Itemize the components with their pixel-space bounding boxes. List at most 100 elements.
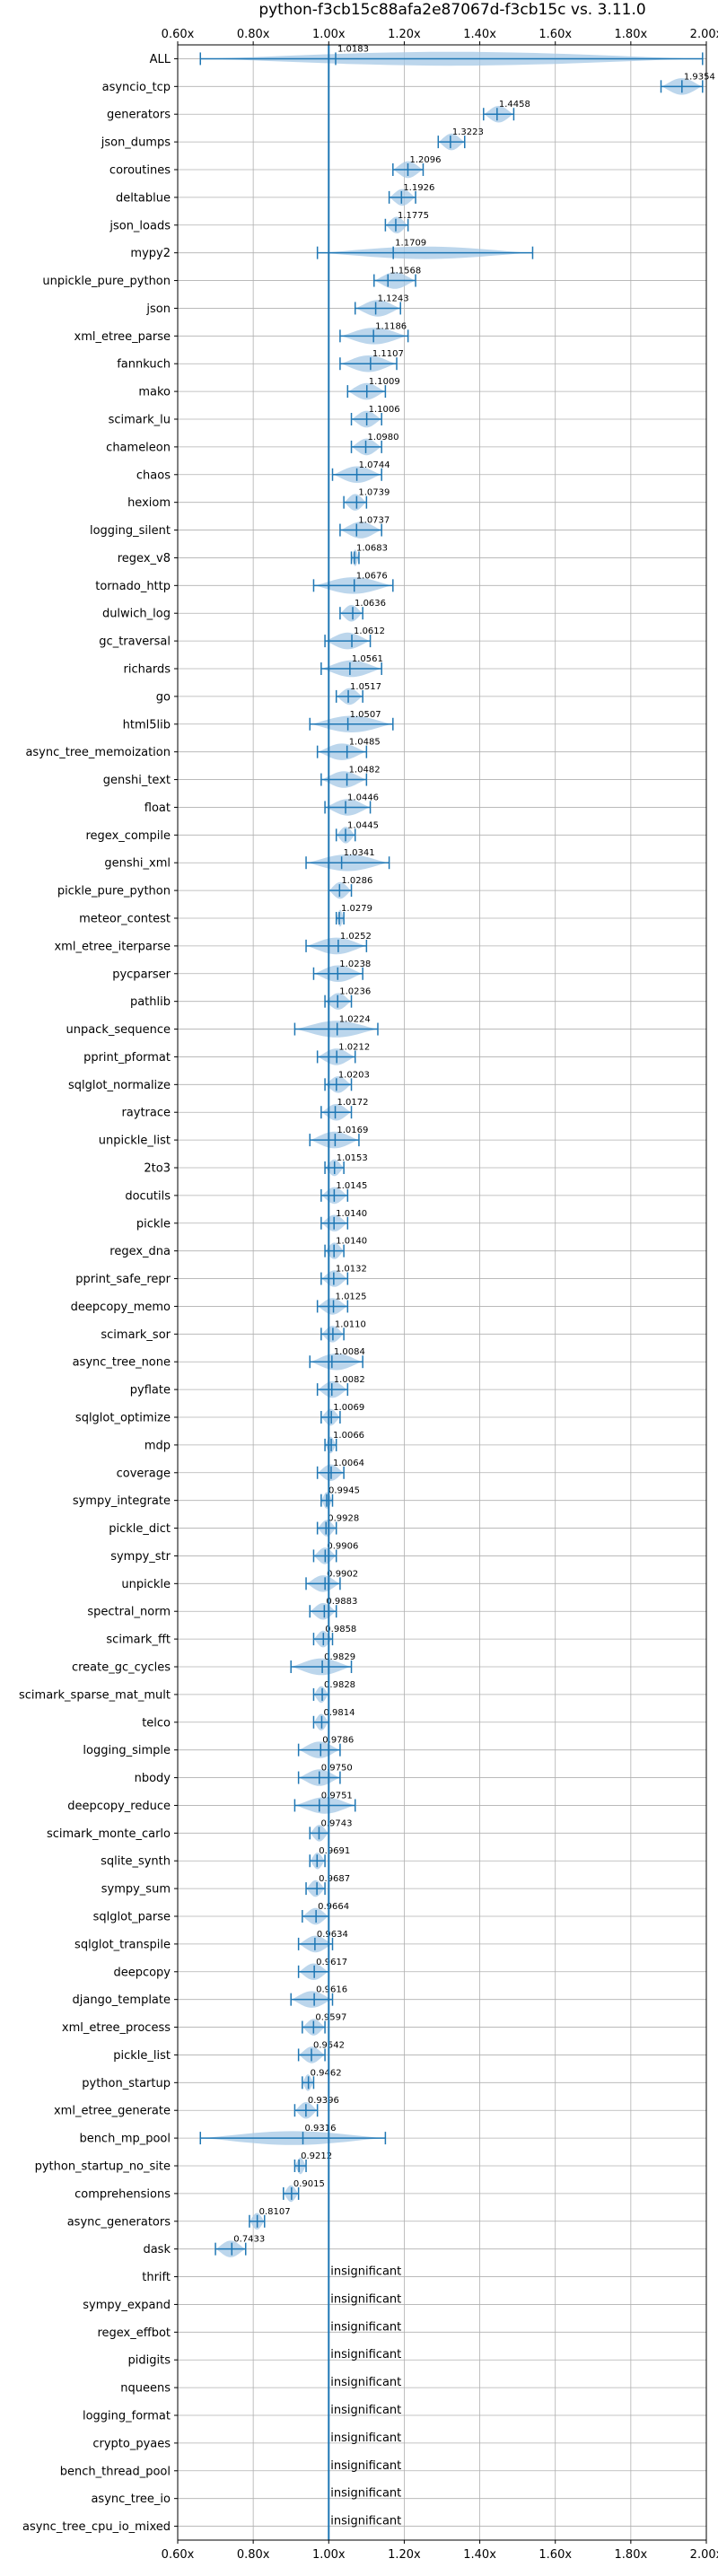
value-label: 1.1709 (395, 239, 426, 249)
value-label: 1.0172 (337, 1098, 369, 1108)
value-label: 1.0169 (337, 1126, 368, 1135)
category-label: pyflate (130, 1384, 171, 1398)
category-label: sqlite_synth (101, 1855, 171, 1869)
insignificant-label: insignificant (330, 2265, 401, 2279)
value-label: 1.1243 (378, 294, 409, 303)
category-label: comprehensions (74, 2187, 171, 2201)
value-label: 0.9883 (326, 1597, 357, 1607)
category-label: chameleon (106, 441, 171, 454)
value-label: 1.0064 (333, 1459, 364, 1468)
category-label: fannkuch (117, 358, 171, 372)
category-label: regex_compile (85, 829, 171, 843)
category-label: nbody (135, 1772, 171, 1785)
value-label: 1.1568 (390, 267, 421, 276)
value-label: 1.0110 (335, 1319, 366, 1329)
value-label: 0.9750 (321, 1764, 353, 1774)
value-label: 0.7433 (233, 2235, 265, 2245)
insignificant-label: insignificant (330, 2515, 401, 2528)
category-label: scimark_fft (106, 1634, 171, 1647)
category-label: pycparser (112, 968, 171, 981)
value-label: 1.0125 (336, 1292, 367, 1301)
category-label: scimark_sparse_mat_mult (19, 1688, 171, 1702)
value-label: 1.0612 (354, 626, 385, 636)
value-label: 1.0676 (356, 571, 388, 581)
x-axis-ticks: 0.60x 0.60x 0.80x 0.80x 1.00x 1.00x 1.20x 1.20x… (162, 28, 718, 2562)
value-label: 0.9814 (323, 1708, 355, 1718)
category-label: xml_etree_parse (74, 330, 171, 344)
category-label: pickle_dict (109, 1522, 171, 1536)
value-label: 1.0084 (334, 1347, 365, 1357)
category-label: sqlglot_transpile (74, 1938, 171, 1951)
x-tick-label-bottom: 0.60x (162, 2548, 195, 2562)
category-label: telco (142, 1716, 171, 1730)
category-label: coverage (117, 1467, 171, 1480)
value-label: 0.9786 (322, 1736, 354, 1746)
value-label: 1.0485 (349, 738, 381, 748)
category-label: json_dumps (101, 136, 171, 150)
category-label: unpickle_pure_python (42, 275, 171, 288)
value-label: 0.9316 (305, 2124, 337, 2134)
x-tick-label-top: 1.40x (463, 28, 496, 41)
value-label: 1.0980 (368, 433, 399, 442)
value-label: 1.1775 (398, 211, 429, 221)
category-label: pickle_pure_python (57, 885, 171, 898)
value-label: 0.9687 (319, 1874, 350, 1884)
value-label: 1.0140 (336, 1237, 367, 1247)
value-label: 1.1006 (369, 405, 400, 415)
category-label: xml_etree_iterparse (54, 940, 171, 953)
value-label: 1.0082 (334, 1375, 365, 1385)
category-label: logging_simple (83, 1744, 171, 1757)
value-label: 0.9396 (308, 2096, 339, 2106)
value-label: 0.9858 (325, 1625, 356, 1634)
value-label: 0.8107 (259, 2207, 291, 2217)
value-label: 1.9354 (684, 72, 715, 82)
category-label: generators (107, 109, 171, 122)
value-label: 0.9902 (327, 1569, 358, 1579)
category-label: pickle (136, 1217, 171, 1231)
category-label: richards (124, 663, 171, 677)
category-label: scimark_monte_carlo (47, 1827, 171, 1841)
value-label: 1.0224 (339, 1015, 371, 1025)
insignificant-label: insignificant (330, 2487, 401, 2501)
insignificant-label: insignificant (330, 2320, 401, 2334)
category-label: 2to3 (144, 1162, 171, 1176)
plot-frame (177, 44, 707, 2541)
category-label: pprint_pformat (83, 1051, 171, 1065)
category-label: go (156, 690, 171, 704)
x-tick-label-bottom: 1.40x (463, 2548, 496, 2562)
insignificant-label: insignificant (330, 2404, 401, 2417)
category-label: html5lib (123, 718, 171, 732)
value-label: 0.9828 (324, 1680, 355, 1690)
value-label: 1.0236 (339, 987, 371, 997)
category-label: gc_traversal (99, 635, 171, 649)
category-label: bench_thread_pool (60, 2465, 171, 2478)
category-label: regex_effbot (97, 2326, 171, 2340)
category-label: async_tree_memoization (25, 746, 171, 759)
value-label: 1.0203 (338, 1070, 370, 1080)
value-label: 1.0561 (352, 654, 383, 664)
category-label: create_gc_cycles (72, 1661, 171, 1675)
value-label: 1.1186 (375, 321, 407, 331)
value-label: 0.9664 (318, 1902, 349, 1912)
category-label: crypto_pyaes (92, 2437, 171, 2450)
x-tick-label-top: 1.60x (538, 28, 572, 41)
category-label: sqlglot_optimize (75, 1412, 171, 1425)
x-tick-label-bottom: 0.80x (237, 2548, 270, 2562)
x-tick-label-bottom: 1.60x (538, 2548, 572, 2562)
value-label: 0.9928 (328, 1514, 359, 1524)
value-label: 0.9597 (315, 2013, 346, 2023)
insignificant-label: insignificant (330, 2292, 401, 2306)
category-label: python_startup (82, 2077, 171, 2090)
value-label: 1.0683 (356, 543, 388, 553)
category-label: asyncio_tcp (102, 81, 171, 94)
category-label: async_tree_io (91, 2493, 171, 2506)
chart-title: python-f3cb15c88afa2e87067d-f3cb15c vs. … (258, 1, 645, 19)
x-tick-label-bottom: 1.20x (388, 2548, 421, 2562)
grid-lines (177, 45, 707, 2540)
value-label: 0.9617 (316, 1958, 347, 1967)
category-label: dulwich_log (102, 608, 171, 621)
category-label: sympy_sum (101, 1883, 171, 1897)
insignificant-label: insignificant (330, 2431, 401, 2445)
value-label: 1.0507 (350, 710, 381, 720)
category-label: regex_dna (109, 1245, 171, 1258)
